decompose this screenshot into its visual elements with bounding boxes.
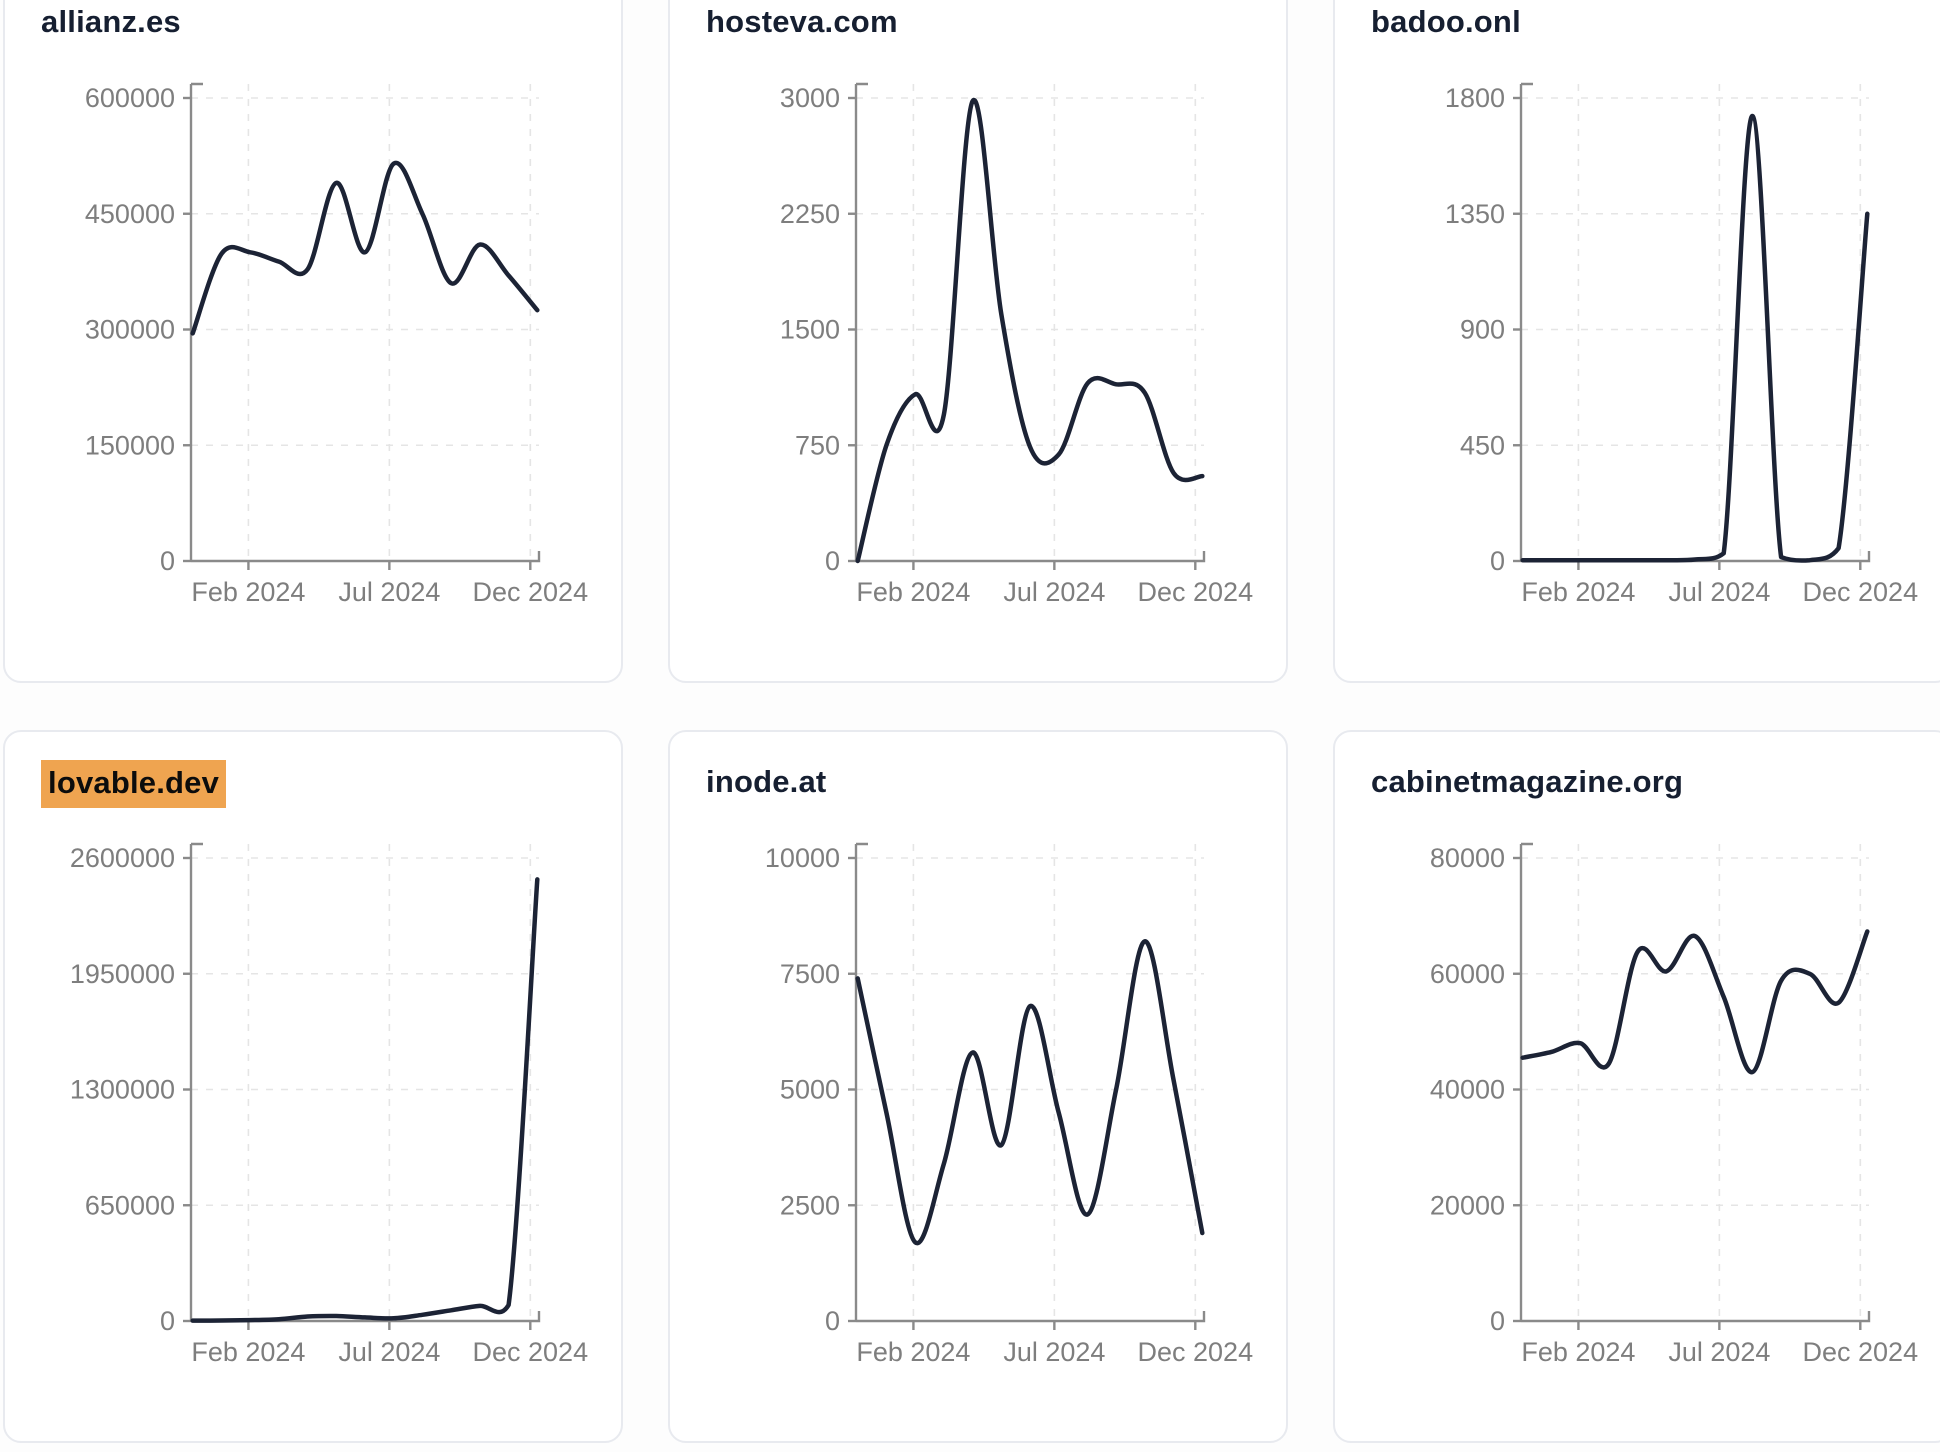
chart-card-cabinetmagazine: cabinetmagazine.org 0 20000 40000 60000 8000…	[1333, 730, 1940, 1443]
y-tick-label: 60000	[1430, 959, 1505, 989]
y-tick-label: 5000	[780, 1075, 840, 1105]
x-tick-label: Dec 2024	[1138, 1337, 1254, 1367]
data-line	[190, 877, 540, 1323]
chart-card-header: cabinetmagazine.org	[1371, 760, 1915, 820]
chart-title: inode.at	[706, 764, 827, 799]
x-tick-label: Dec 2024	[1138, 577, 1254, 607]
y-tick-label: 80000	[1430, 843, 1505, 873]
chart-card-header: badoo.onl	[1371, 0, 1915, 60]
x-tick-label: Jul 2024	[338, 1337, 440, 1367]
y-tick-label: 450	[1460, 430, 1505, 460]
y-tick-label: 7500	[780, 959, 840, 989]
y-tick-label: 1350	[1445, 199, 1505, 229]
line-chart: 0 650000 1300000 1950000 2600000 Feb 2024 Jul …	[70, 842, 589, 1367]
y-tick-label: 0	[825, 546, 840, 576]
y-tick-label: 1500	[780, 315, 840, 345]
y-tick-label: 0	[160, 546, 175, 576]
line-chart: 0 150000 300000 450000 600000 Feb 2024 Jul 202…	[85, 82, 589, 607]
x-axis-line	[191, 1311, 541, 1323]
data-line	[190, 160, 540, 336]
line-chart: 0 2500 5000 7500 10000 Feb 2024 Jul 2024 Dec 20…	[765, 842, 1254, 1367]
y-tick-label: 0	[160, 1306, 175, 1336]
x-tick-label: Feb 2024	[191, 577, 305, 607]
chart-card-header: inode.at	[706, 760, 1250, 820]
y-tick-label: 1800	[1445, 83, 1505, 113]
x-tick-label: Dec 2024	[1803, 577, 1919, 607]
y-tick-label: 650000	[85, 1190, 175, 1220]
y-tick-label: 300000	[85, 315, 175, 345]
chart-title: cabinetmagazine.org	[1371, 764, 1684, 799]
line-chart: 0 450 900 1350 1800 Feb 2024 Jul 2024 Dec 2024	[1445, 82, 1919, 607]
x-axis-line	[1521, 1311, 1871, 1323]
chart-title: hosteva.com	[706, 4, 898, 39]
data-line	[1520, 113, 1870, 563]
y-axis-line	[189, 82, 203, 561]
x-tick-label: Dec 2024	[1803, 1337, 1919, 1367]
x-tick-label: Feb 2024	[191, 1337, 305, 1367]
y-axis-line	[189, 842, 203, 1321]
x-tick-label: Jul 2024	[1668, 577, 1770, 607]
x-tick-label: Jul 2024	[1668, 1337, 1770, 1367]
y-tick-label: 2600000	[70, 843, 175, 873]
y-tick-label: 3000	[780, 83, 840, 113]
chart-card-inode: inode.at 0 2500 5000 7500 10000 Feb 2024 Jul 2…	[668, 730, 1288, 1443]
y-axis-line	[1519, 82, 1533, 561]
chart-card-allianz: allianz.es 0 150000 300000 450000 600000 Feb …	[3, 0, 623, 683]
y-tick-label: 1950000	[70, 959, 175, 989]
y-tick-label: 0	[1490, 546, 1505, 576]
y-tick-label: 40000	[1430, 1075, 1505, 1105]
data-line	[855, 97, 1205, 564]
x-tick-label: Jul 2024	[1003, 1337, 1105, 1367]
x-tick-label: Dec 2024	[473, 1337, 589, 1367]
x-tick-label: Jul 2024	[1003, 577, 1105, 607]
chart-grid: allianz.es 0 150000 300000 450000 600000 Feb …	[3, 0, 1940, 1443]
data-line	[1520, 929, 1870, 1075]
y-tick-label: 450000	[85, 199, 175, 229]
chart-card-header: hosteva.com	[706, 0, 1250, 60]
chart-card-header: lovable.dev	[41, 760, 585, 820]
chart-card-hosteva: hosteva.com 0 750 1500 2250 3000 Feb 2024 Jul …	[668, 0, 1288, 683]
y-axis-line	[854, 82, 868, 561]
y-tick-label: 0	[825, 1306, 840, 1336]
chart-card-lovable: lovable.dev 0 650000 1300000 1950000 2600000…	[3, 730, 623, 1443]
chart-title: badoo.onl	[1371, 4, 1521, 39]
data-line	[855, 939, 1205, 1246]
line-chart: 0 750 1500 2250 3000 Feb 2024 Jul 2024 Dec 2024	[780, 82, 1254, 607]
x-axis-line	[856, 1311, 1206, 1323]
chart-card-badoo: badoo.onl 0 450 900 1350 1800 Feb 2024 Jul 202…	[1333, 0, 1940, 683]
y-axis-line	[1519, 842, 1533, 1321]
x-tick-label: Feb 2024	[1521, 577, 1635, 607]
x-tick-label: Jul 2024	[338, 577, 440, 607]
x-axis-line	[191, 551, 541, 563]
x-tick-label: Feb 2024	[856, 577, 970, 607]
chart-title: lovable.dev	[41, 760, 227, 808]
x-tick-label: Feb 2024	[1521, 1337, 1635, 1367]
y-tick-label: 900	[1460, 315, 1505, 345]
x-tick-label: Feb 2024	[856, 1337, 970, 1367]
y-tick-label: 750	[795, 430, 840, 460]
x-tick-label: Dec 2024	[473, 577, 589, 607]
y-tick-label: 600000	[85, 83, 175, 113]
chart-title: allianz.es	[41, 4, 181, 39]
y-tick-label: 150000	[85, 430, 175, 460]
y-axis-line	[854, 842, 868, 1321]
y-tick-label: 2250	[780, 199, 840, 229]
y-tick-label: 0	[1490, 1306, 1505, 1336]
y-tick-label: 1300000	[70, 1075, 175, 1105]
y-tick-label: 2500	[780, 1190, 840, 1220]
y-tick-label: 20000	[1430, 1190, 1505, 1220]
x-axis-line	[856, 551, 1206, 563]
line-chart: 0 20000 40000 60000 80000 Feb 2024 Jul 2024 Dec…	[1430, 842, 1919, 1367]
y-tick-label: 10000	[765, 843, 840, 873]
chart-card-header: allianz.es	[41, 0, 585, 60]
